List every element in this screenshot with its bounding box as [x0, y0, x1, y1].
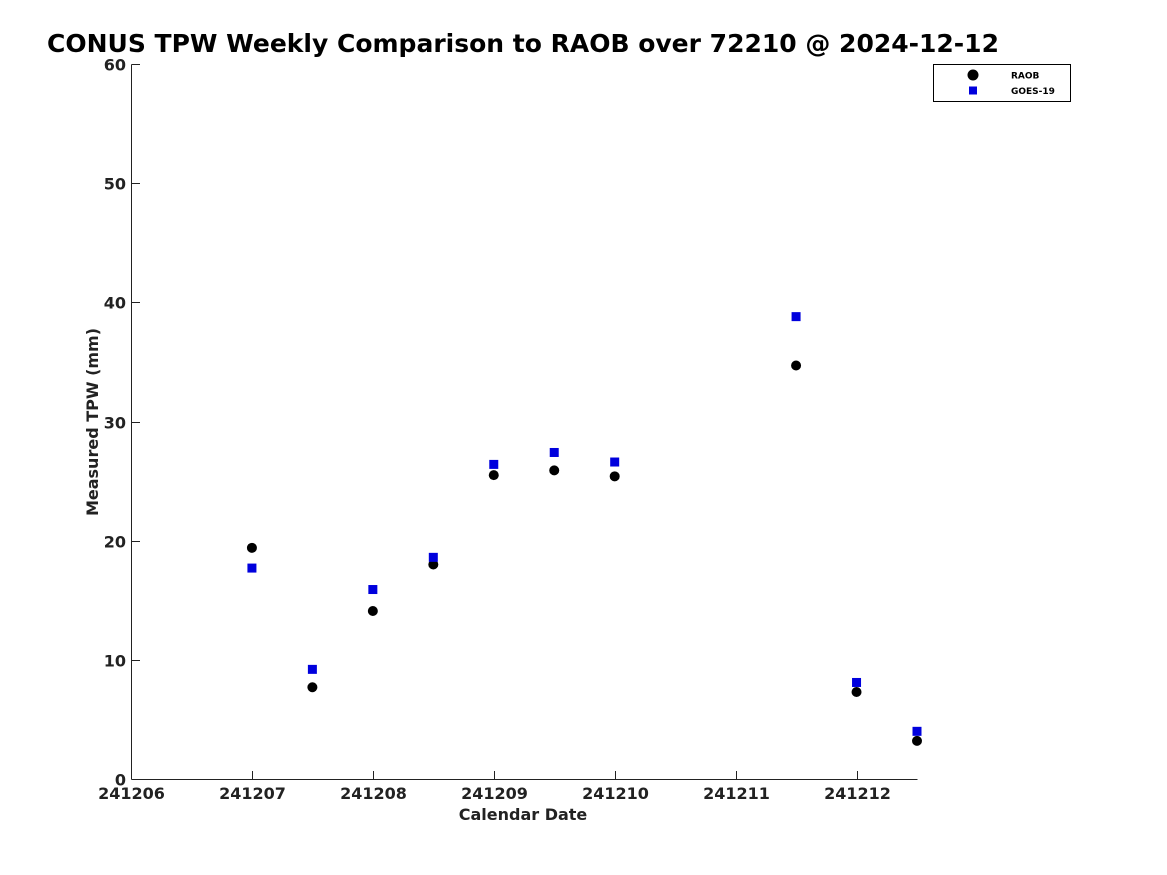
legend-marker-circle: [967, 69, 979, 81]
raob-point: [367, 605, 378, 616]
goes-point: [610, 457, 620, 467]
chart-title: CONUS TPW Weekly Comparison to RAOB over…: [47, 29, 999, 58]
x-tick-label: 241212: [824, 784, 891, 803]
legend-box: [933, 64, 1071, 102]
raob-point: [609, 471, 620, 482]
y-tick-label: 20: [104, 533, 126, 552]
goes-point: [428, 552, 438, 562]
y-axis-label: Measured TPW (mm): [83, 328, 102, 516]
x-tick-label: 241206: [98, 784, 165, 803]
goes-point: [791, 312, 801, 322]
x-tick-label: 241207: [219, 784, 286, 803]
raob-point: [791, 360, 802, 371]
raob-point: [851, 687, 862, 698]
goes-point: [549, 447, 559, 457]
x-tick-label: 241210: [582, 784, 649, 803]
goes-point: [852, 677, 862, 687]
x-axis-label: Calendar Date: [459, 805, 588, 824]
raob-point: [246, 542, 257, 553]
x-axis: 241206 241207 241208 241209 241210 241211 2412…: [98, 771, 918, 803]
y-tick-label: 50: [104, 175, 126, 194]
legend-marker-square: [969, 86, 977, 95]
raob-point: [307, 682, 318, 693]
goes-point: [912, 726, 922, 736]
series-raob: [246, 360, 922, 746]
raob-point: [912, 735, 922, 746]
y-tick-label: 10: [104, 652, 126, 671]
goes-point: [307, 664, 317, 674]
legend-label: RAOB: [1011, 72, 1040, 82]
data-points: [246, 312, 922, 746]
raob-point: [488, 470, 499, 481]
raob-point: [549, 465, 560, 476]
legend: RAOB GOES-19: [933, 64, 1071, 102]
x-tick-label: 241208: [340, 784, 407, 803]
goes-point: [368, 585, 378, 595]
series-goes-19: [247, 312, 922, 736]
goes-point: [247, 563, 257, 573]
y-tick-label: 0: [115, 771, 126, 790]
y-tick-label: 40: [104, 294, 126, 313]
raob-point: [428, 559, 439, 570]
x-tick-label: 241209: [461, 784, 528, 803]
y-axis: 0 10 20 30 40 50 60: [104, 56, 140, 790]
goes-point: [489, 459, 499, 469]
legend-label: GOES-19: [1011, 87, 1055, 97]
x-tick-label: 241211: [703, 784, 770, 803]
y-tick-label: 60: [104, 56, 126, 75]
y-tick-label: 30: [104, 414, 126, 433]
